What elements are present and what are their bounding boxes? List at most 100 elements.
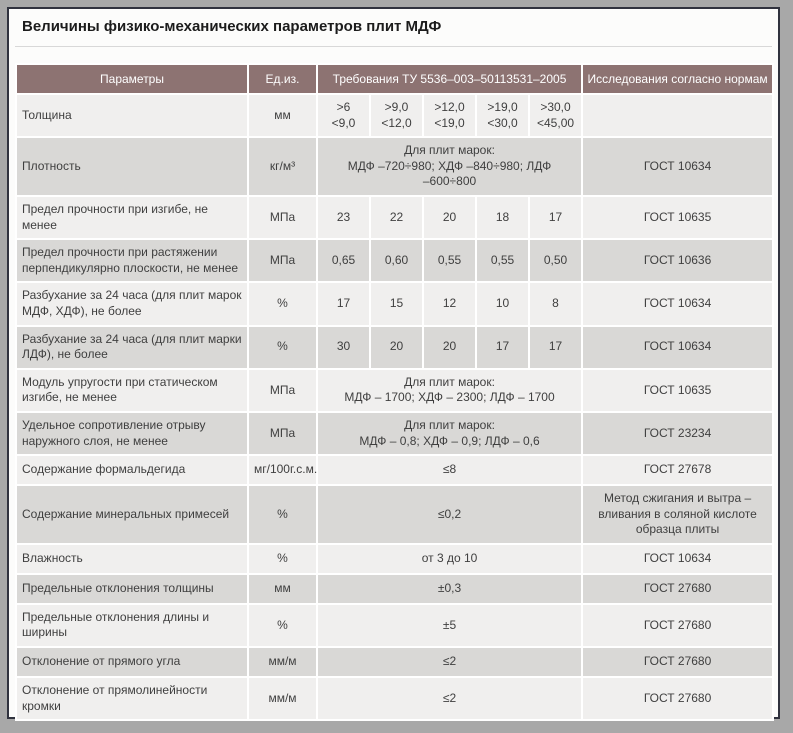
research-cell: ГОСТ 23234	[581, 410, 775, 457]
value-cell: 10	[475, 281, 530, 327]
spec-table: Параметры Ед.из. Требования ТУ 5536–003–…	[15, 63, 775, 722]
unit-cell: %	[247, 281, 318, 327]
param-cell: Плотность	[15, 136, 249, 197]
unit-cell: МПа	[247, 238, 318, 284]
value-cell: >19,0 <30,0	[475, 92, 530, 139]
table-row: Модуль упругости при статическом изгибе,…	[15, 367, 775, 413]
unit-cell: мм/м	[247, 676, 318, 722]
header-requirements: Требования ТУ 5536–003–50113531–2005	[315, 63, 584, 95]
merged-value-cell: Для плит марок: МДФ – 1700; ХДФ – 2300; …	[315, 367, 584, 413]
table-row: Предел прочности при растяжении перпенди…	[15, 238, 775, 284]
value-cell: 17	[316, 281, 371, 327]
merged-value-cell: от 3 до 10	[315, 542, 584, 575]
header-param: Параметры	[15, 63, 249, 95]
merged-value-cell: ≤8	[315, 454, 584, 487]
merged-value-cell: ±5	[315, 602, 584, 649]
table-row: Предельные отклонения толщины мм ±0,3 ГО…	[15, 572, 775, 605]
unit-cell: кг/м³	[247, 136, 318, 197]
table-row: Отклонение от прямого угла мм/м ≤2 ГОСТ …	[15, 646, 775, 679]
value-cell: 12	[422, 281, 477, 327]
unit-cell: мм	[247, 572, 318, 605]
param-cell: Предельные отклонения толщины	[15, 572, 249, 605]
value-cell: 17	[527, 194, 584, 241]
value-cell: 0,50	[527, 238, 584, 284]
value-cell: 0,55	[422, 238, 477, 284]
value-cell: 8	[527, 281, 584, 327]
param-cell: Разбухание за 24 часа (для плит марок МД…	[15, 281, 249, 327]
unit-cell: МПа	[247, 367, 318, 413]
table-row: Влажность % от 3 до 10 ГОСТ 10634	[15, 542, 775, 575]
value-cell: 20	[422, 194, 477, 241]
value-cell: 30	[316, 324, 371, 370]
value-cell: 18	[475, 194, 530, 241]
value-cell: 0,65	[316, 238, 371, 284]
table-row: Удельное сопротивление отрыву наружного …	[15, 410, 775, 457]
table-row: Отклонение от прямолинейности кромки мм/…	[15, 676, 775, 722]
table-row: Разбухание за 24 часа (для плит марки ЛД…	[15, 324, 775, 370]
unit-cell: %	[247, 324, 318, 370]
table-row: Плотность кг/м³ Для плит марок: МДФ –720…	[15, 136, 775, 197]
table-row: Предел прочности при изгибе, не менее МП…	[15, 194, 775, 241]
research-cell: ГОСТ 10634	[581, 324, 775, 370]
param-cell: Предел прочности при растяжении перпенди…	[15, 238, 249, 284]
param-cell: Удельное сопротивление отрыву наружного …	[15, 410, 249, 457]
value-cell: >12,0 <19,0	[422, 92, 477, 139]
param-cell: Предел прочности при изгибе, не менее	[15, 194, 249, 241]
merged-value-cell: Для плит марок: МДФ – 0,8; ХДФ – 0,9; ЛД…	[315, 410, 584, 457]
unit-cell: МПа	[247, 194, 318, 241]
unit-cell: %	[247, 484, 318, 545]
param-cell: Разбухание за 24 часа (для плит марки ЛД…	[15, 324, 249, 370]
unit-cell: мм/м	[247, 646, 318, 679]
value-cell: 0,60	[369, 238, 424, 284]
param-cell: Предельные отклонения длины и ширины	[15, 602, 249, 649]
value-cell: >9,0 <12,0	[369, 92, 424, 139]
research-cell: ГОСТ 10634	[581, 136, 775, 197]
param-cell: Содержание минеральных примесей	[15, 484, 249, 545]
research-cell: ГОСТ 27680	[581, 572, 775, 605]
page-frame: Величины физико-механических параметров …	[7, 7, 780, 722]
merged-value-cell: Для плит марок: МДФ –720÷980; ХДФ –840÷9…	[315, 136, 584, 197]
research-cell: ГОСТ 10636	[581, 238, 775, 284]
unit-cell: МПа	[247, 410, 318, 457]
research-cell: ГОСТ 27678	[581, 454, 775, 487]
research-cell: ГОСТ 27680	[581, 646, 775, 679]
research-cell: ГОСТ 10635	[581, 367, 775, 413]
research-cell: Метод сжигания и вытра – вливания в соля…	[581, 484, 775, 545]
research-cell: ГОСТ 27680	[581, 676, 775, 722]
value-cell: >30,0 <45,00	[527, 92, 584, 139]
value-cell: 0,55	[475, 238, 530, 284]
param-cell: Отклонение от прямого угла	[15, 646, 249, 679]
param-cell: Содержание формальдегида	[15, 454, 249, 487]
merged-value-cell: ±0,3	[315, 572, 584, 605]
value-cell: 17	[527, 324, 584, 370]
research-cell: ГОСТ 10635	[581, 194, 775, 241]
page-title: Величины физико-механических параметров …	[22, 18, 442, 35]
table-row: Предельные отклонения длины и ширины % ±…	[15, 602, 775, 649]
research-cell: ГОСТ 10634	[581, 281, 775, 327]
param-cell: Толщина	[15, 92, 249, 139]
value-cell: 20	[422, 324, 477, 370]
table-row: Разбухание за 24 часа (для плит марок МД…	[15, 281, 775, 327]
research-cell: ГОСТ 27680	[581, 602, 775, 649]
unit-cell: %	[247, 542, 318, 575]
param-cell: Модуль упругости при статическом изгибе,…	[15, 367, 249, 413]
research-cell: ГОСТ 10634	[581, 542, 775, 575]
value-cell: >6 <9,0	[316, 92, 371, 139]
table-header-row: Параметры Ед.из. Требования ТУ 5536–003–…	[15, 63, 775, 95]
unit-cell: мм	[247, 92, 318, 139]
param-cell: Отклонение от прямолинейности кромки	[15, 676, 249, 722]
value-cell: 15	[369, 281, 424, 327]
value-cell: 17	[475, 324, 530, 370]
research-cell	[581, 92, 775, 139]
merged-value-cell: ≤2	[315, 646, 584, 679]
table-row: Толщина мм >6 <9,0 >9,0 <12,0 >12,0 <19,…	[15, 92, 775, 139]
table-row: Содержание формальдегида мг/100г.с.м. ≤8…	[15, 454, 775, 487]
header-research: Исследования согласно нормам	[581, 63, 775, 95]
unit-cell: мг/100г.с.м.	[247, 454, 318, 487]
header-unit: Ед.из.	[247, 63, 318, 95]
title-divider	[15, 46, 772, 47]
unit-cell: %	[247, 602, 318, 649]
table-row: Содержание минеральных примесей % ≤0,2 М…	[15, 484, 775, 545]
merged-value-cell: ≤0,2	[315, 484, 584, 545]
value-cell: 23	[316, 194, 371, 241]
